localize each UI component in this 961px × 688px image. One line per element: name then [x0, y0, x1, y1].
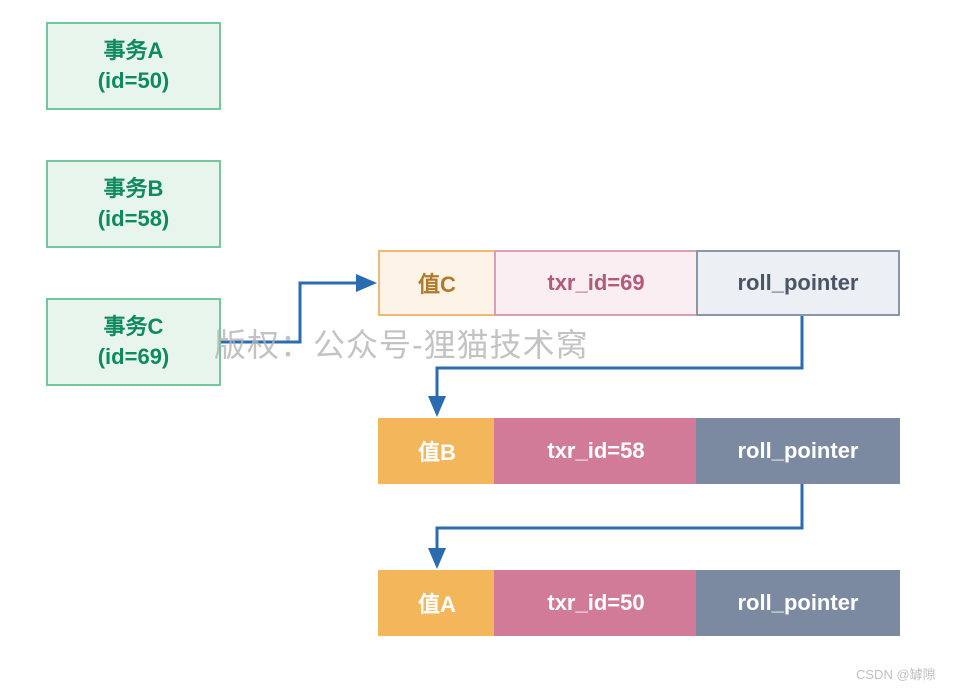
watermark-text: 版权：公众号-狸猫技术窝 [214, 320, 589, 366]
txid-cell: txr_id=58 [494, 418, 698, 484]
rollpointer-cell: roll_pointer [696, 570, 900, 636]
value-cell: 值B [378, 418, 496, 484]
rollpointer-cell: roll_pointer [696, 250, 900, 316]
arrow-1 [437, 316, 802, 414]
transaction-id: (id=69) [98, 342, 170, 372]
arrow-0 [221, 283, 374, 342]
transaction-name: 事务C [104, 312, 164, 342]
value-cell: 值A [378, 570, 496, 636]
version-row-2: 值Atxr_id=50roll_pointer [378, 570, 900, 636]
transaction-id: (id=50) [98, 66, 170, 96]
txid-cell: txr_id=69 [494, 250, 698, 316]
version-row-1: 值Btxr_id=58roll_pointer [378, 418, 900, 484]
rollpointer-cell: roll_pointer [696, 418, 900, 484]
value-cell: 值C [378, 250, 496, 316]
transaction-box-1: 事务B(id=58) [46, 160, 221, 248]
transaction-box-0: 事务A(id=50) [46, 22, 221, 110]
transaction-box-2: 事务C(id=69) [46, 298, 221, 386]
transaction-name: 事务A [104, 36, 164, 66]
transaction-name: 事务B [104, 174, 164, 204]
version-row-0: 值Ctxr_id=69roll_pointer [378, 250, 900, 316]
transaction-id: (id=58) [98, 204, 170, 234]
arrow-2 [437, 484, 802, 566]
txid-cell: txr_id=50 [494, 570, 698, 636]
footer-credit: CSDN @罅隙 [856, 664, 936, 683]
